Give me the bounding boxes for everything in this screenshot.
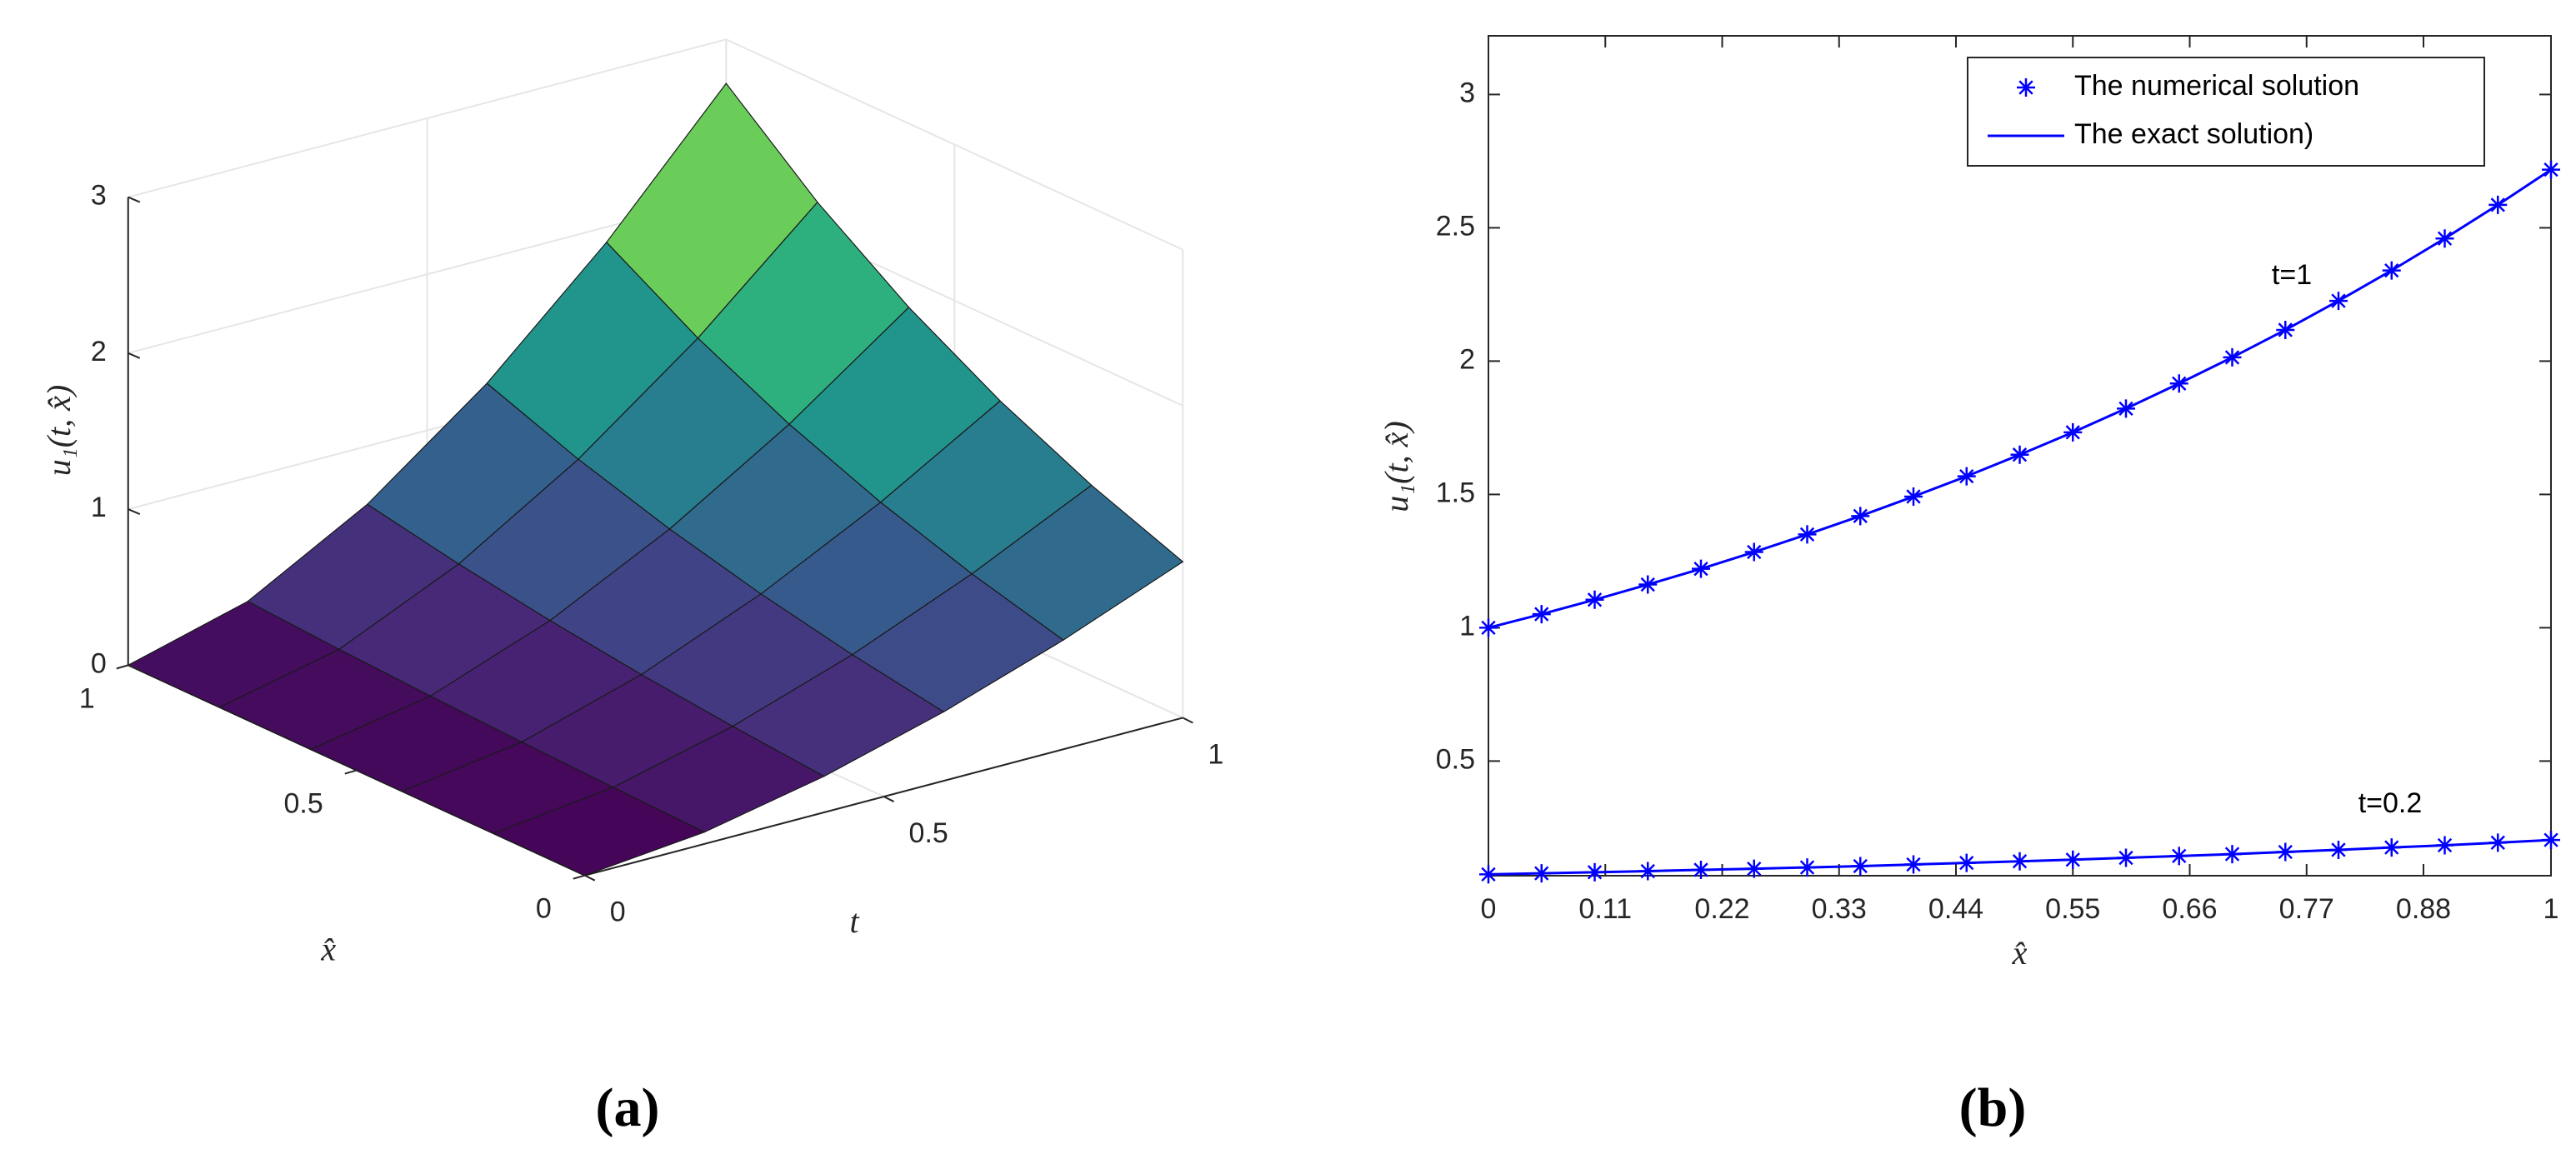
numerical-marker xyxy=(1904,855,1923,874)
numerical-marker xyxy=(1957,853,1976,872)
plot-area xyxy=(1488,35,2552,877)
numerical-marker xyxy=(2223,347,2242,367)
numerical-marker xyxy=(1744,859,1763,878)
numerical-marker xyxy=(2117,399,2135,418)
y-tick-label: 2 xyxy=(1459,343,1475,375)
x-tick-label: 0.11 xyxy=(1578,893,1632,925)
curve-annotation: t=1 xyxy=(2272,259,2312,291)
numerical-marker xyxy=(2223,845,2242,864)
numerical-marker xyxy=(2010,852,2029,871)
x-tick-label: 1 xyxy=(1208,738,1223,770)
z-tick-label: 1 xyxy=(91,492,107,523)
numerical-marker xyxy=(2542,160,2560,179)
exact-line xyxy=(1488,168,2552,629)
x-tick-label: 0.66 xyxy=(2162,893,2217,925)
x-tick-label: 0.33 xyxy=(1812,893,1867,925)
x-tick-label: 1 xyxy=(79,682,95,714)
numerical-marker xyxy=(1692,860,1710,879)
numerical-marker xyxy=(1638,862,1658,881)
x-axis-label: t xyxy=(850,902,860,940)
numerical-marker xyxy=(2488,833,2508,852)
numerical-marker xyxy=(1692,559,1710,578)
numerical-marker xyxy=(2169,374,2188,393)
x-tick-label: 0.88 xyxy=(2396,893,2451,925)
x-tick-label: 0.5 xyxy=(909,817,948,849)
x-tick-label: 1 xyxy=(2543,893,2559,925)
numerical-marker xyxy=(1532,605,1551,624)
z-tick-label: 0 xyxy=(91,647,107,679)
tick-mark xyxy=(128,352,141,359)
numerical-marker xyxy=(1585,862,1604,882)
z-tick-label: 2 xyxy=(91,336,107,367)
numerical-marker xyxy=(1798,858,1817,877)
numerical-marker xyxy=(2382,261,2401,280)
x-tick-label: 0.22 xyxy=(1694,893,1749,925)
numerical-marker xyxy=(2435,836,2454,855)
tick-mark xyxy=(883,796,895,802)
numerical-marker xyxy=(2329,840,2348,859)
numerical-marker xyxy=(1957,467,1976,486)
numerical-marker xyxy=(1479,865,1498,884)
numerical-marker xyxy=(1532,864,1551,883)
numerical-marker xyxy=(2169,847,2188,866)
y-axis-label: x̂ xyxy=(320,931,336,968)
numerical-marker xyxy=(2010,445,2029,464)
y-tick-label: 3 xyxy=(1459,77,1475,108)
tick-mark xyxy=(584,874,596,882)
numerical-marker xyxy=(1904,487,1923,506)
numerical-marker xyxy=(2329,292,2348,311)
tick-mark xyxy=(128,196,141,203)
numerical-marker xyxy=(1744,542,1763,562)
z-tick-label: 3 xyxy=(91,180,107,212)
tick-mark xyxy=(128,664,141,672)
numerical-marker xyxy=(1851,857,1870,876)
numerical-marker xyxy=(2488,195,2508,214)
x-tick-label: 0.44 xyxy=(1928,893,1983,925)
z-axis-label: u₁(t, x̂) xyxy=(40,385,78,476)
numerical-marker xyxy=(2382,838,2401,857)
tick-mark xyxy=(128,508,141,516)
legend-label: The numerical solution xyxy=(2074,70,2359,102)
x-tick-label: 0.77 xyxy=(2279,893,2334,925)
tick-mark xyxy=(116,664,129,670)
numerical-marker xyxy=(2063,850,2083,869)
numerical-marker xyxy=(2276,842,2295,862)
numerical-marker xyxy=(2435,229,2454,248)
numerical-marker xyxy=(1479,618,1498,637)
panel-label: (b) xyxy=(1959,1077,2027,1138)
tick-mark xyxy=(344,769,358,775)
y-tick-label: 2.5 xyxy=(1436,210,1475,242)
legend-box xyxy=(1967,57,2485,167)
numerical-marker xyxy=(1638,575,1658,594)
x-tick-label: 0.5 xyxy=(284,788,323,820)
x-axis-label: x̂ xyxy=(2012,934,2028,972)
x-tick-label: 0 xyxy=(536,893,552,925)
x-tick-label: 0 xyxy=(610,897,626,928)
legend-marker xyxy=(2017,78,2035,97)
tick-mark xyxy=(1182,717,1193,724)
numerical-marker xyxy=(1585,590,1604,609)
y-axis-label: u₁(t, x̂) xyxy=(1378,421,1415,512)
numerical-marker xyxy=(2276,320,2295,339)
y-tick-label: 1 xyxy=(1459,610,1475,642)
curve-annotation: t=0.2 xyxy=(2358,787,2423,819)
x-tick-label: 0 xyxy=(1481,893,1497,925)
y-tick-label: 1.5 xyxy=(1436,477,1475,508)
numerical-marker xyxy=(1851,507,1870,526)
numerical-marker xyxy=(1798,525,1817,544)
tick-mark xyxy=(573,874,586,880)
numerical-marker xyxy=(2117,848,2135,867)
y-tick-label: 0.5 xyxy=(1436,743,1475,775)
surface-patch xyxy=(492,787,706,877)
x-tick-label: 0.55 xyxy=(2045,893,2100,925)
legend-label: The exact solution) xyxy=(2074,118,2313,150)
numerical-marker xyxy=(2063,422,2083,442)
panel-label: (a) xyxy=(596,1077,660,1138)
numerical-marker xyxy=(2542,831,2560,850)
